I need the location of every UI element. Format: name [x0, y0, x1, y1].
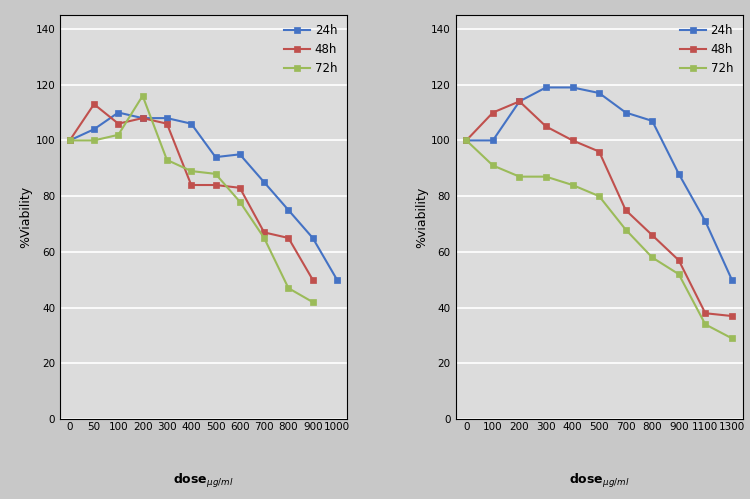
72h	[65, 137, 74, 143]
72h	[284, 285, 293, 291]
48h	[515, 98, 524, 104]
24h	[138, 115, 147, 121]
24h	[65, 137, 74, 143]
72h	[488, 163, 497, 169]
24h	[568, 84, 577, 90]
48h	[674, 257, 683, 263]
24h	[515, 98, 524, 104]
24h	[542, 84, 550, 90]
72h	[700, 321, 709, 327]
24h	[260, 179, 268, 185]
24h	[621, 110, 630, 116]
24h	[462, 137, 471, 143]
48h	[542, 123, 550, 129]
Line: 72h: 72h	[463, 137, 735, 342]
24h	[284, 207, 293, 213]
24h	[595, 90, 604, 96]
Line: 48h: 48h	[463, 98, 735, 319]
48h	[284, 235, 293, 241]
Line: 48h: 48h	[66, 101, 316, 283]
72h	[568, 182, 577, 188]
Y-axis label: %viability: %viability	[416, 187, 428, 248]
48h	[700, 310, 709, 316]
72h	[138, 93, 147, 99]
72h	[621, 227, 630, 233]
72h	[595, 193, 604, 199]
Y-axis label: %Viability: %Viability	[20, 186, 32, 248]
72h	[211, 171, 220, 177]
24h	[488, 137, 497, 143]
72h	[515, 174, 524, 180]
24h	[114, 110, 123, 116]
72h	[308, 299, 317, 305]
48h	[568, 137, 577, 143]
72h	[114, 132, 123, 138]
24h	[236, 151, 244, 157]
72h	[462, 137, 471, 143]
72h	[236, 199, 244, 205]
72h	[728, 335, 736, 341]
48h	[65, 137, 74, 143]
48h	[236, 185, 244, 191]
24h	[308, 235, 317, 241]
48h	[260, 230, 268, 236]
Legend: 24h, 48h, 72h: 24h, 48h, 72h	[676, 21, 736, 79]
48h	[595, 149, 604, 155]
24h	[648, 118, 657, 124]
24h	[700, 218, 709, 224]
Line: 24h: 24h	[66, 109, 340, 283]
72h	[260, 235, 268, 241]
48h	[163, 121, 172, 127]
48h	[308, 277, 317, 283]
24h	[211, 154, 220, 160]
72h	[163, 157, 172, 163]
Line: 72h: 72h	[66, 92, 316, 305]
72h	[89, 137, 98, 143]
48h	[728, 313, 736, 319]
48h	[138, 115, 147, 121]
Line: 24h: 24h	[463, 84, 735, 283]
48h	[462, 137, 471, 143]
72h	[187, 168, 196, 174]
24h	[89, 126, 98, 132]
Text: dose$_{\mu g/ml}$: dose$_{\mu g/ml}$	[173, 472, 234, 490]
48h	[89, 101, 98, 107]
72h	[674, 271, 683, 277]
48h	[114, 121, 123, 127]
48h	[648, 232, 657, 238]
48h	[187, 182, 196, 188]
Legend: 24h, 48h, 72h: 24h, 48h, 72h	[280, 21, 340, 79]
24h	[728, 277, 736, 283]
72h	[648, 254, 657, 260]
48h	[211, 182, 220, 188]
24h	[332, 277, 341, 283]
24h	[163, 115, 172, 121]
72h	[542, 174, 550, 180]
Text: dose$_{\mu g/ml}$: dose$_{\mu g/ml}$	[568, 472, 629, 490]
48h	[488, 110, 497, 116]
24h	[187, 121, 196, 127]
48h	[621, 207, 630, 213]
24h	[674, 171, 683, 177]
